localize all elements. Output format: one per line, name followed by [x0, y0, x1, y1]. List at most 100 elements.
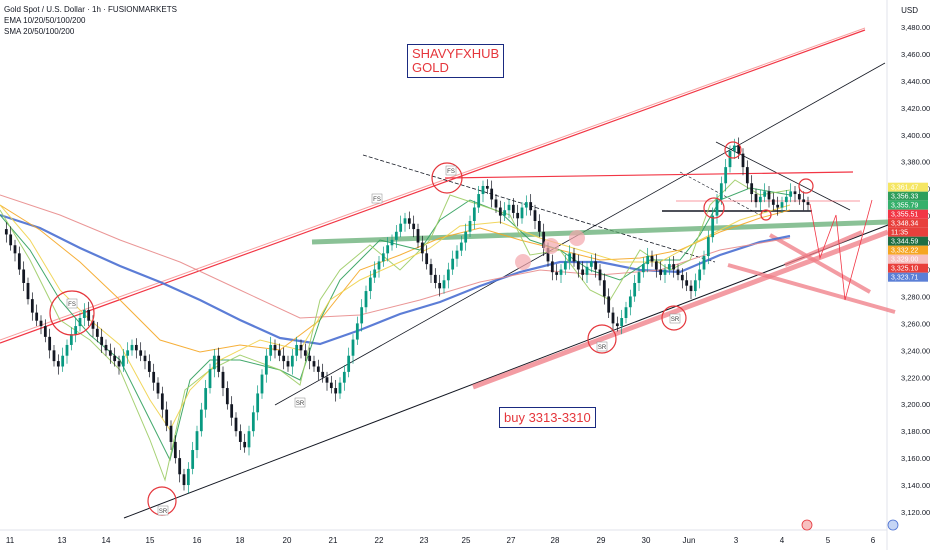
candle-body — [611, 312, 615, 324]
candle-body — [260, 374, 264, 394]
candle-body — [342, 371, 346, 383]
fs-tag-box — [371, 193, 383, 204]
candle-body — [221, 371, 225, 389]
descending-trendline — [362, 154, 716, 263]
x-tick-label: 30 — [642, 536, 651, 545]
candle-body — [390, 239, 394, 246]
candle-body — [598, 269, 602, 281]
candle-body — [737, 145, 741, 154]
candle-body — [43, 326, 47, 337]
candle-body — [56, 361, 60, 367]
candle-body — [776, 204, 780, 208]
candle-body — [373, 269, 377, 278]
price-label-box — [888, 191, 928, 201]
candle-body — [225, 388, 229, 405]
red-projection-band-2 — [769, 233, 871, 294]
candle-body — [615, 323, 619, 327]
candle-body — [394, 231, 398, 240]
candle-body — [381, 253, 385, 262]
candle-body — [165, 409, 169, 426]
candle-body — [208, 369, 212, 389]
x-tick-label: 28 — [551, 536, 560, 545]
candle-body — [160, 393, 164, 410]
candle-body — [650, 256, 654, 262]
symbol-legend[interactable]: Gold Spot / U.S. Dollar · 1h · FUSIONMAR… — [4, 5, 177, 14]
candle-body — [303, 350, 307, 356]
price-label-box — [888, 272, 928, 282]
price-label-text: 3,323.71 — [891, 275, 918, 282]
x-tick-label: Jun — [683, 536, 696, 545]
price-label-box — [888, 236, 928, 246]
candle-body — [654, 261, 658, 270]
candle-body — [511, 204, 515, 213]
candle-body — [61, 355, 65, 367]
candle-body — [455, 250, 459, 259]
price-label-box — [888, 227, 928, 237]
candle-body — [186, 468, 190, 486]
candle-body — [121, 355, 125, 367]
sma-legend[interactable]: SMA 20/50/100/200 — [4, 27, 75, 36]
fs-tag-label: FS — [68, 302, 76, 308]
y-tick-label: 3,140.00 — [901, 481, 930, 490]
candle-body — [195, 431, 199, 451]
candle-body — [663, 269, 667, 275]
price-label-text: 3,355.79 — [891, 203, 918, 210]
y-tick-label: 3,400.00 — [901, 131, 930, 140]
x-tick-label: 14 — [102, 536, 111, 545]
candle-body — [368, 277, 372, 292]
candle-body — [364, 291, 368, 308]
candle-body — [48, 336, 52, 351]
candle-body — [698, 269, 702, 281]
candle-body — [126, 350, 130, 356]
candle-body — [442, 280, 446, 289]
candle-body — [134, 344, 138, 351]
x-tick-label: 29 — [597, 536, 606, 545]
candle-body — [329, 382, 333, 389]
upper-channel-line — [0, 29, 866, 344]
candle-body — [108, 350, 112, 356]
candle-body — [308, 355, 312, 362]
candle-body — [104, 344, 108, 351]
y-tick-label: 3,380.00 — [901, 158, 930, 167]
highlight-circle — [587, 324, 617, 354]
candle-body — [360, 307, 364, 324]
candle-body — [230, 404, 234, 418]
candle-body — [251, 412, 255, 432]
candle-body — [741, 153, 745, 168]
candle-body — [74, 326, 78, 335]
candle-body — [715, 199, 719, 216]
touch-marker — [543, 238, 559, 254]
currency-label: USD — [901, 6, 918, 15]
sr-tag-label: SR — [159, 509, 168, 515]
sma-50-line — [0, 204, 791, 353]
y-tick-label: 3,120.00 — [901, 508, 930, 517]
sma-20-line — [0, 204, 791, 431]
candle-body — [732, 145, 736, 151]
candle-body — [312, 361, 316, 367]
price-label-text: 3,329.00 — [891, 257, 918, 264]
candle-body — [763, 191, 767, 197]
y-tick-label: 3,480.00 — [901, 23, 930, 32]
author-annotation[interactable]: SHAVYFXHUB GOLD — [407, 44, 505, 78]
candle-body — [572, 253, 576, 262]
price-label-text: 3,355.51 — [891, 212, 918, 219]
short-descending-line — [715, 141, 851, 211]
candle-body — [780, 202, 784, 208]
x-tick-label: 4 — [780, 536, 785, 545]
highlight-circle — [661, 305, 687, 331]
candle-body — [559, 269, 563, 275]
buy-zone-annotation[interactable]: buy 3313-3310 — [499, 407, 596, 428]
candle-body — [767, 191, 771, 200]
sr-tag-label: SR — [671, 317, 680, 323]
price-label-box — [888, 254, 928, 264]
candle-body — [438, 282, 442, 289]
x-tick-label: 16 — [193, 536, 202, 545]
candle-body — [711, 215, 715, 238]
x-tick-label: 11 — [6, 536, 15, 545]
candle-body — [416, 229, 420, 243]
ema-legend[interactable]: EMA 10/20/50/100/200 — [4, 16, 86, 25]
candle-body — [529, 202, 533, 211]
y-tick-label: 3,220.00 — [901, 373, 930, 382]
candle-body — [680, 274, 684, 281]
y-tick-label: 3,280.00 — [901, 292, 930, 301]
